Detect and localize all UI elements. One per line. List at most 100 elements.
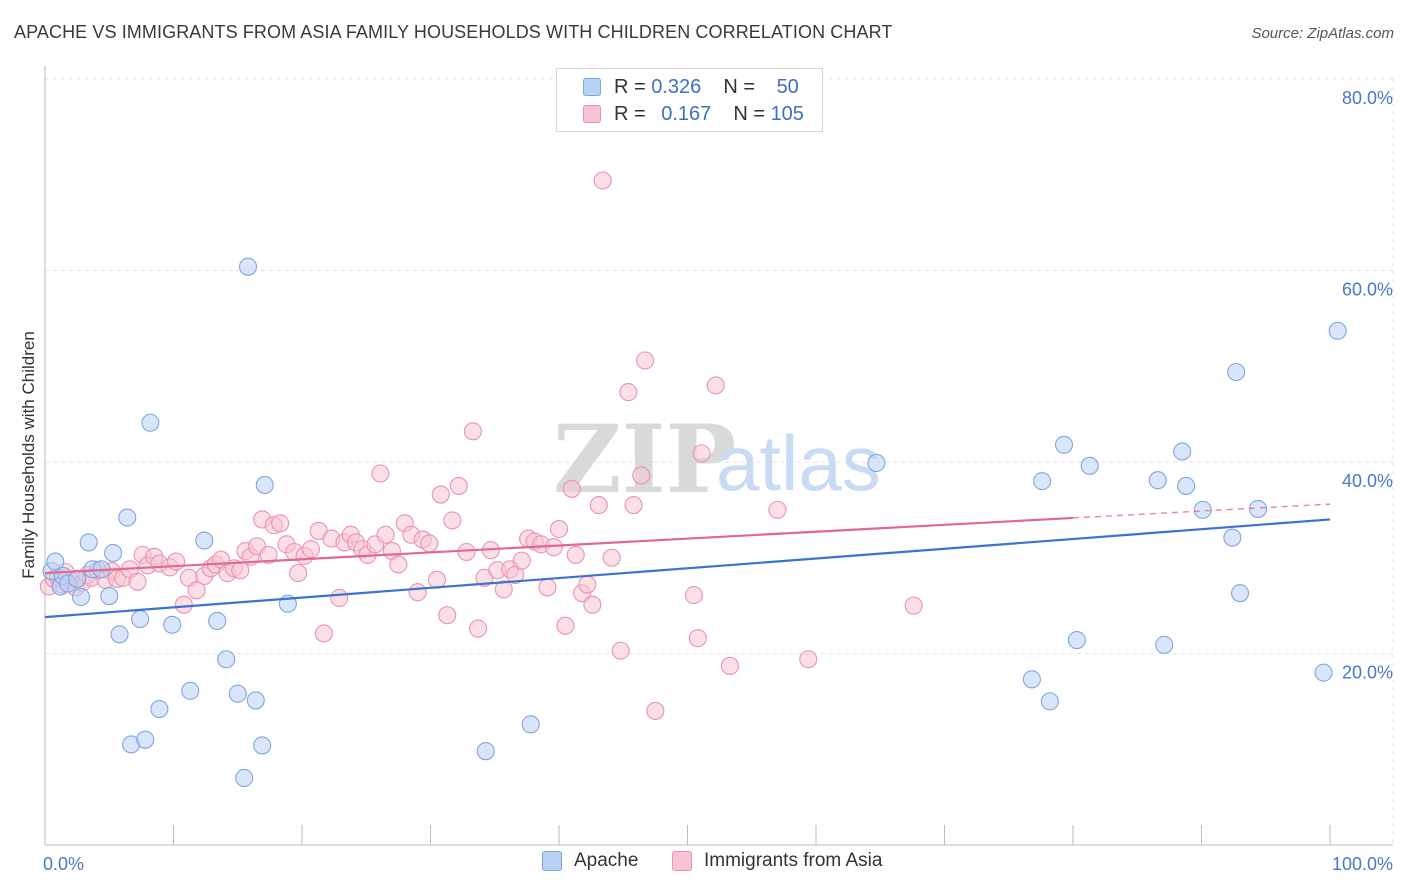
watermark-atlas: atlas — [716, 419, 881, 507]
apache-point — [1067, 631, 1086, 650]
apache-point — [181, 681, 200, 700]
apache-point — [1193, 500, 1212, 519]
legend-r-value: 0.326 — [651, 75, 702, 98]
x-tick-label: 100.0% — [1332, 854, 1393, 874]
asia-point — [636, 351, 655, 370]
apache-point — [1054, 435, 1074, 454]
apache-point — [228, 684, 247, 703]
apache-point — [867, 453, 886, 473]
legend-r-value: 0.167 — [661, 102, 712, 125]
legend-swatch-apache — [583, 78, 601, 96]
trend-line-dashed — [1072, 503, 1331, 519]
asia-point — [632, 466, 651, 485]
apache-point — [1223, 528, 1242, 547]
chart-title: APACHE VS IMMIGRANTS FROM ASIA FAMILY HO… — [14, 22, 893, 42]
apache-point — [217, 650, 236, 669]
apache-point — [235, 768, 254, 788]
apache-point — [255, 475, 274, 495]
series-legend: Apache Immigrants from Asia — [0, 850, 1406, 878]
trend-lines — [44, 503, 1331, 619]
apache-point — [1080, 456, 1099, 475]
y-tick-label: 40.0% — [1342, 471, 1393, 491]
apache-point — [1155, 635, 1174, 654]
apache-point — [71, 587, 91, 607]
apache-point — [1314, 663, 1333, 682]
asia-point — [174, 595, 193, 614]
y-tick-label: 20.0% — [1342, 663, 1393, 683]
asia-point — [562, 479, 581, 498]
legend-item-apache: Apache — [542, 850, 638, 872]
asia-point — [538, 578, 557, 597]
series-apache-points — [42, 257, 1347, 788]
asia-point — [187, 581, 206, 600]
apache-point — [110, 625, 129, 644]
legend-label-apache: Apache — [574, 850, 639, 871]
asia-point — [259, 545, 278, 564]
apache-point — [1227, 362, 1246, 382]
apache-point — [1022, 670, 1041, 689]
legend-n-label: N = — [723, 75, 761, 98]
legend-n-value: 50 — [776, 75, 799, 98]
apache-point — [1231, 584, 1250, 603]
asia-point — [619, 383, 638, 402]
asia-point — [768, 500, 787, 519]
asia-point — [376, 525, 395, 544]
asia-point — [167, 552, 186, 571]
apache-point — [100, 586, 119, 606]
apache-point — [141, 413, 160, 432]
asia-point — [688, 629, 707, 648]
apache-point — [163, 615, 182, 634]
legend-row-apache: R = 0.326 N = 50 — [583, 74, 799, 100]
legend-row-asia: R = 0.167 N = 105 — [583, 101, 804, 127]
correlation-legend: R = 0.326 N = 50 R = 0.167 N = 105 — [556, 68, 823, 132]
asia-point — [371, 464, 390, 483]
apache-point — [46, 552, 65, 571]
asia-point — [593, 171, 612, 190]
asia-point — [904, 596, 923, 615]
apache-point — [79, 533, 98, 552]
asia-point — [589, 496, 608, 515]
apache-point — [476, 742, 495, 761]
apache-point — [104, 543, 123, 563]
asia-point — [720, 656, 739, 675]
apache-point — [246, 691, 265, 710]
apache-point — [1177, 476, 1196, 495]
legend-swatch-apache — [542, 851, 562, 871]
apache-point — [1040, 692, 1059, 711]
apache-point — [521, 715, 540, 734]
asia-point — [438, 606, 457, 625]
asia-point — [646, 701, 665, 721]
y-axis-label: Family Households with Children — [19, 331, 38, 579]
apache-point — [1328, 321, 1347, 340]
trend-line-solid — [44, 518, 1331, 619]
legend-r-label: R = — [614, 75, 652, 98]
legend-swatch-asia — [583, 105, 601, 123]
asia-point — [420, 534, 439, 553]
trend-line-solid — [44, 516, 1074, 575]
asia-point — [128, 572, 147, 591]
asia-point — [611, 641, 630, 660]
asia-point — [549, 519, 569, 539]
legend-item-asia: Immigrants from Asia — [672, 850, 882, 872]
apache-point — [238, 257, 258, 276]
x-tick-label: 0.0% — [43, 854, 84, 874]
asia-point — [301, 540, 321, 559]
asia-point — [706, 376, 725, 395]
legend-swatch-asia — [672, 851, 692, 871]
asia-point — [692, 444, 711, 463]
asia-point — [799, 650, 818, 669]
asia-point — [602, 548, 621, 567]
axes: 20.0% 40.0% 60.0% 80.0% 0.0% 100.0% — [43, 66, 1393, 874]
y-tick-label: 80.0% — [1342, 88, 1393, 108]
watermark-zip: ZIP — [553, 405, 736, 515]
asia-point — [556, 616, 575, 635]
asia-point — [512, 551, 531, 570]
asia-point — [314, 624, 333, 643]
asia-point — [624, 496, 643, 515]
asia-point — [427, 570, 446, 589]
apache-point — [208, 611, 227, 630]
legend-n-value: 105 — [770, 102, 804, 125]
asia-point — [468, 619, 488, 638]
apache-point — [1033, 472, 1052, 491]
